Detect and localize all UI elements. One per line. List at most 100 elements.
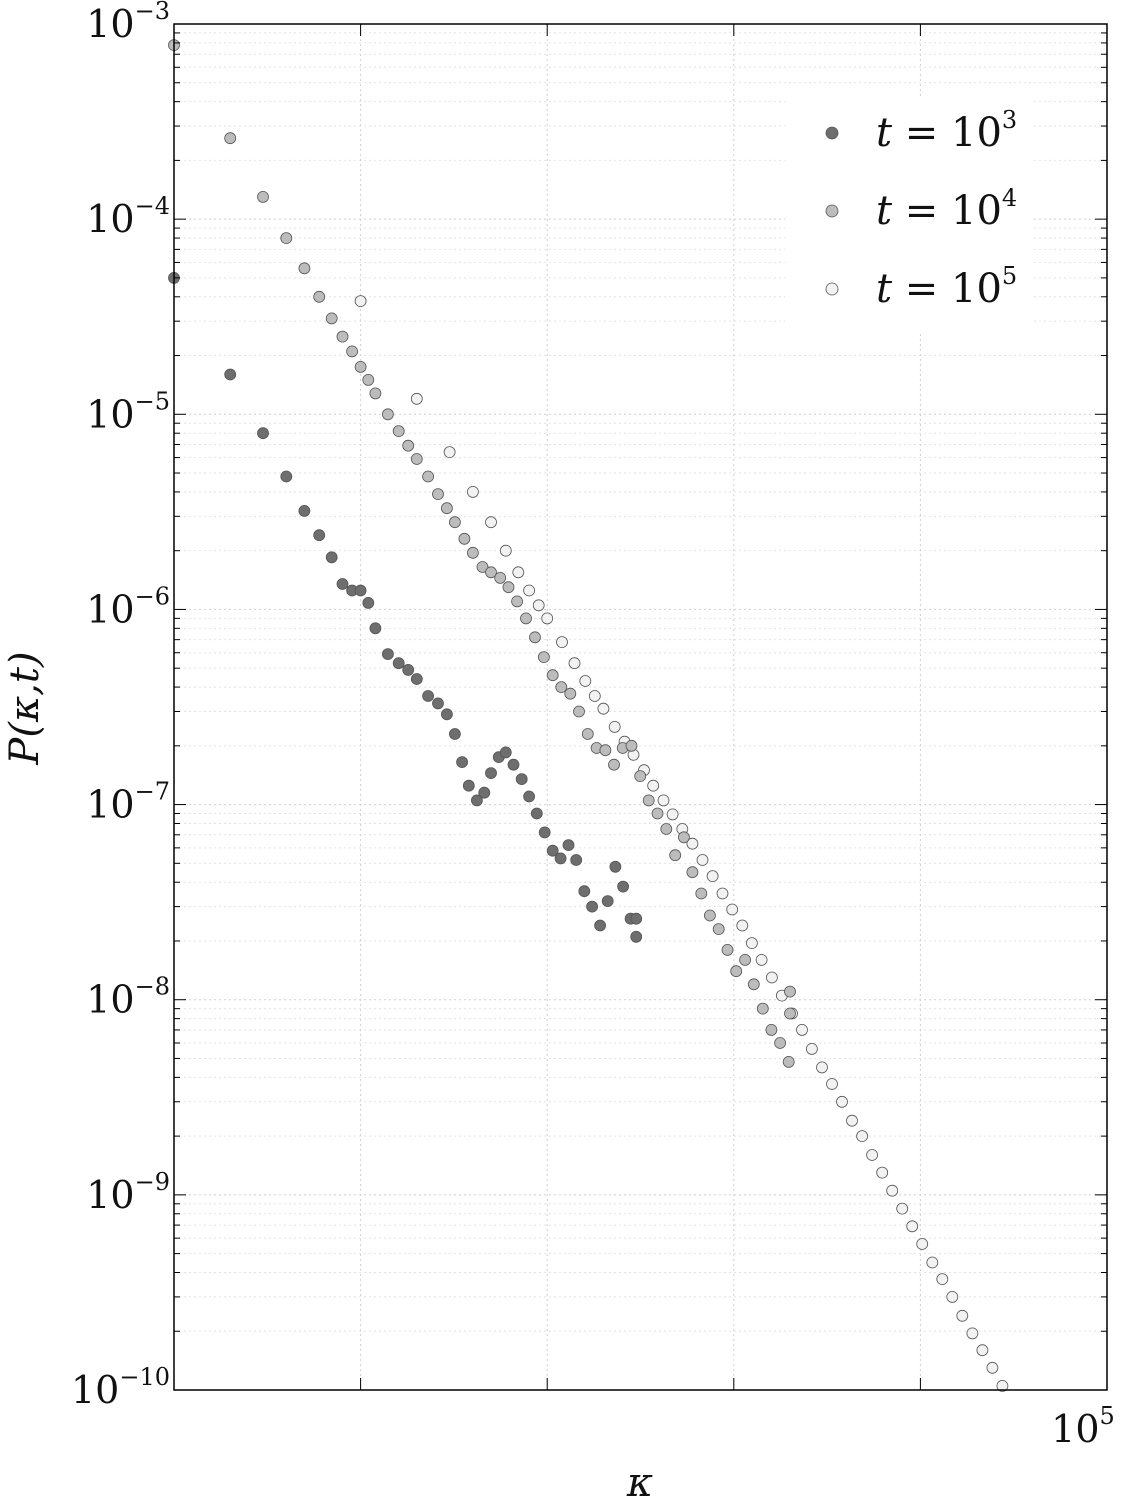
legend: t = 103 t = 104 t = 105: [785, 96, 1033, 331]
data-point: [410, 453, 423, 465]
data-point: [313, 290, 326, 303]
data-point: [362, 373, 375, 386]
data-point: [554, 852, 567, 865]
data-point: [502, 581, 515, 594]
data-point: [578, 885, 591, 898]
data-point: [456, 756, 469, 768]
data-point: [224, 368, 237, 381]
y-tick-label: 10−4: [86, 192, 170, 241]
data-point: [774, 1037, 786, 1049]
data-point: [826, 1078, 838, 1090]
data-point: [836, 1095, 848, 1108]
x-tick-label: 105: [1051, 1402, 1115, 1451]
data-point: [478, 786, 491, 799]
data-point: [782, 1056, 795, 1068]
x-axis-title: κ: [626, 1460, 653, 1499]
y-tick-label: 10−3: [86, 0, 170, 46]
data-point: [422, 690, 435, 702]
data-point: [588, 690, 601, 702]
data-point: [494, 572, 507, 584]
data-point: [816, 1061, 828, 1074]
data-point: [448, 728, 461, 740]
data-point: [336, 330, 349, 343]
data-point: [660, 823, 673, 835]
data-point: [499, 746, 512, 759]
data-point: [601, 895, 614, 907]
data-point: [354, 360, 367, 373]
legend-label: t = 103: [876, 106, 1017, 156]
y-tick-label: 10−6: [86, 582, 170, 631]
data-point: [485, 516, 497, 529]
data-point: [579, 675, 592, 687]
data-point: [896, 1202, 909, 1215]
data-point: [609, 860, 622, 873]
data-point: [766, 971, 778, 984]
data-point: [538, 651, 550, 663]
data-point: [704, 909, 716, 922]
data-point: [678, 831, 690, 844]
data-point: [765, 1024, 778, 1036]
data-point: [568, 657, 581, 670]
data-point: [657, 794, 670, 807]
data-point: [625, 739, 638, 752]
data-point: [546, 844, 559, 857]
data-point: [555, 681, 568, 693]
data-point: [369, 622, 382, 635]
data-point: [806, 1043, 818, 1055]
data-point: [946, 1291, 959, 1303]
data-point: [886, 1184, 899, 1197]
data-point: [966, 1327, 979, 1340]
data-point: [402, 664, 415, 676]
data-point: [716, 887, 729, 900]
data-point: [556, 636, 568, 648]
data-point: [313, 529, 326, 542]
legend-marker: [825, 204, 839, 218]
data-point: [976, 1344, 989, 1357]
data-point: [856, 1130, 868, 1142]
data-point: [546, 669, 559, 682]
data-point: [392, 425, 405, 438]
data-point: [432, 697, 444, 710]
data-point: [630, 912, 643, 925]
data-point: [647, 779, 660, 792]
legend-label: t = 105: [876, 262, 1017, 312]
data-point: [784, 1007, 796, 1020]
data-point: [986, 1361, 999, 1374]
y-tick-label: 10−5: [86, 387, 170, 436]
data-point: [512, 566, 525, 579]
legend-label: t = 104: [876, 184, 1017, 234]
data-point: [695, 887, 708, 900]
data-point: [432, 488, 444, 501]
data-point: [696, 854, 709, 866]
data-point: [730, 965, 743, 978]
data-point: [507, 758, 520, 771]
data-point: [530, 807, 543, 820]
y-tick-label: 10−8: [86, 973, 170, 1022]
y-tick-labels: 10−3 10−4 10−5 10−6 10−7 10−8 10−9 10−10: [71, 0, 170, 1412]
data-point: [562, 839, 575, 851]
data-point: [564, 687, 577, 700]
data-point: [298, 262, 311, 275]
data-point: [666, 808, 679, 821]
data-point: [996, 1380, 1009, 1392]
y-tick-label: 10−7: [86, 778, 170, 827]
y-tick-label: 10−10: [71, 1363, 170, 1412]
data-point: [669, 849, 682, 862]
data-point: [458, 532, 471, 545]
data-point: [298, 504, 311, 517]
data-point: [257, 190, 269, 203]
data-point: [280, 232, 293, 245]
legend-marker: [825, 126, 839, 140]
data-point: [515, 773, 528, 785]
data-point: [410, 392, 423, 405]
data-point: [866, 1149, 878, 1161]
data-point: [476, 561, 489, 573]
data-point: [573, 705, 585, 718]
data-point: [440, 708, 453, 721]
data-point: [532, 599, 545, 612]
data-point: [462, 779, 475, 792]
data-point: [599, 744, 612, 757]
data-point: [422, 470, 435, 483]
data-point: [402, 439, 415, 452]
